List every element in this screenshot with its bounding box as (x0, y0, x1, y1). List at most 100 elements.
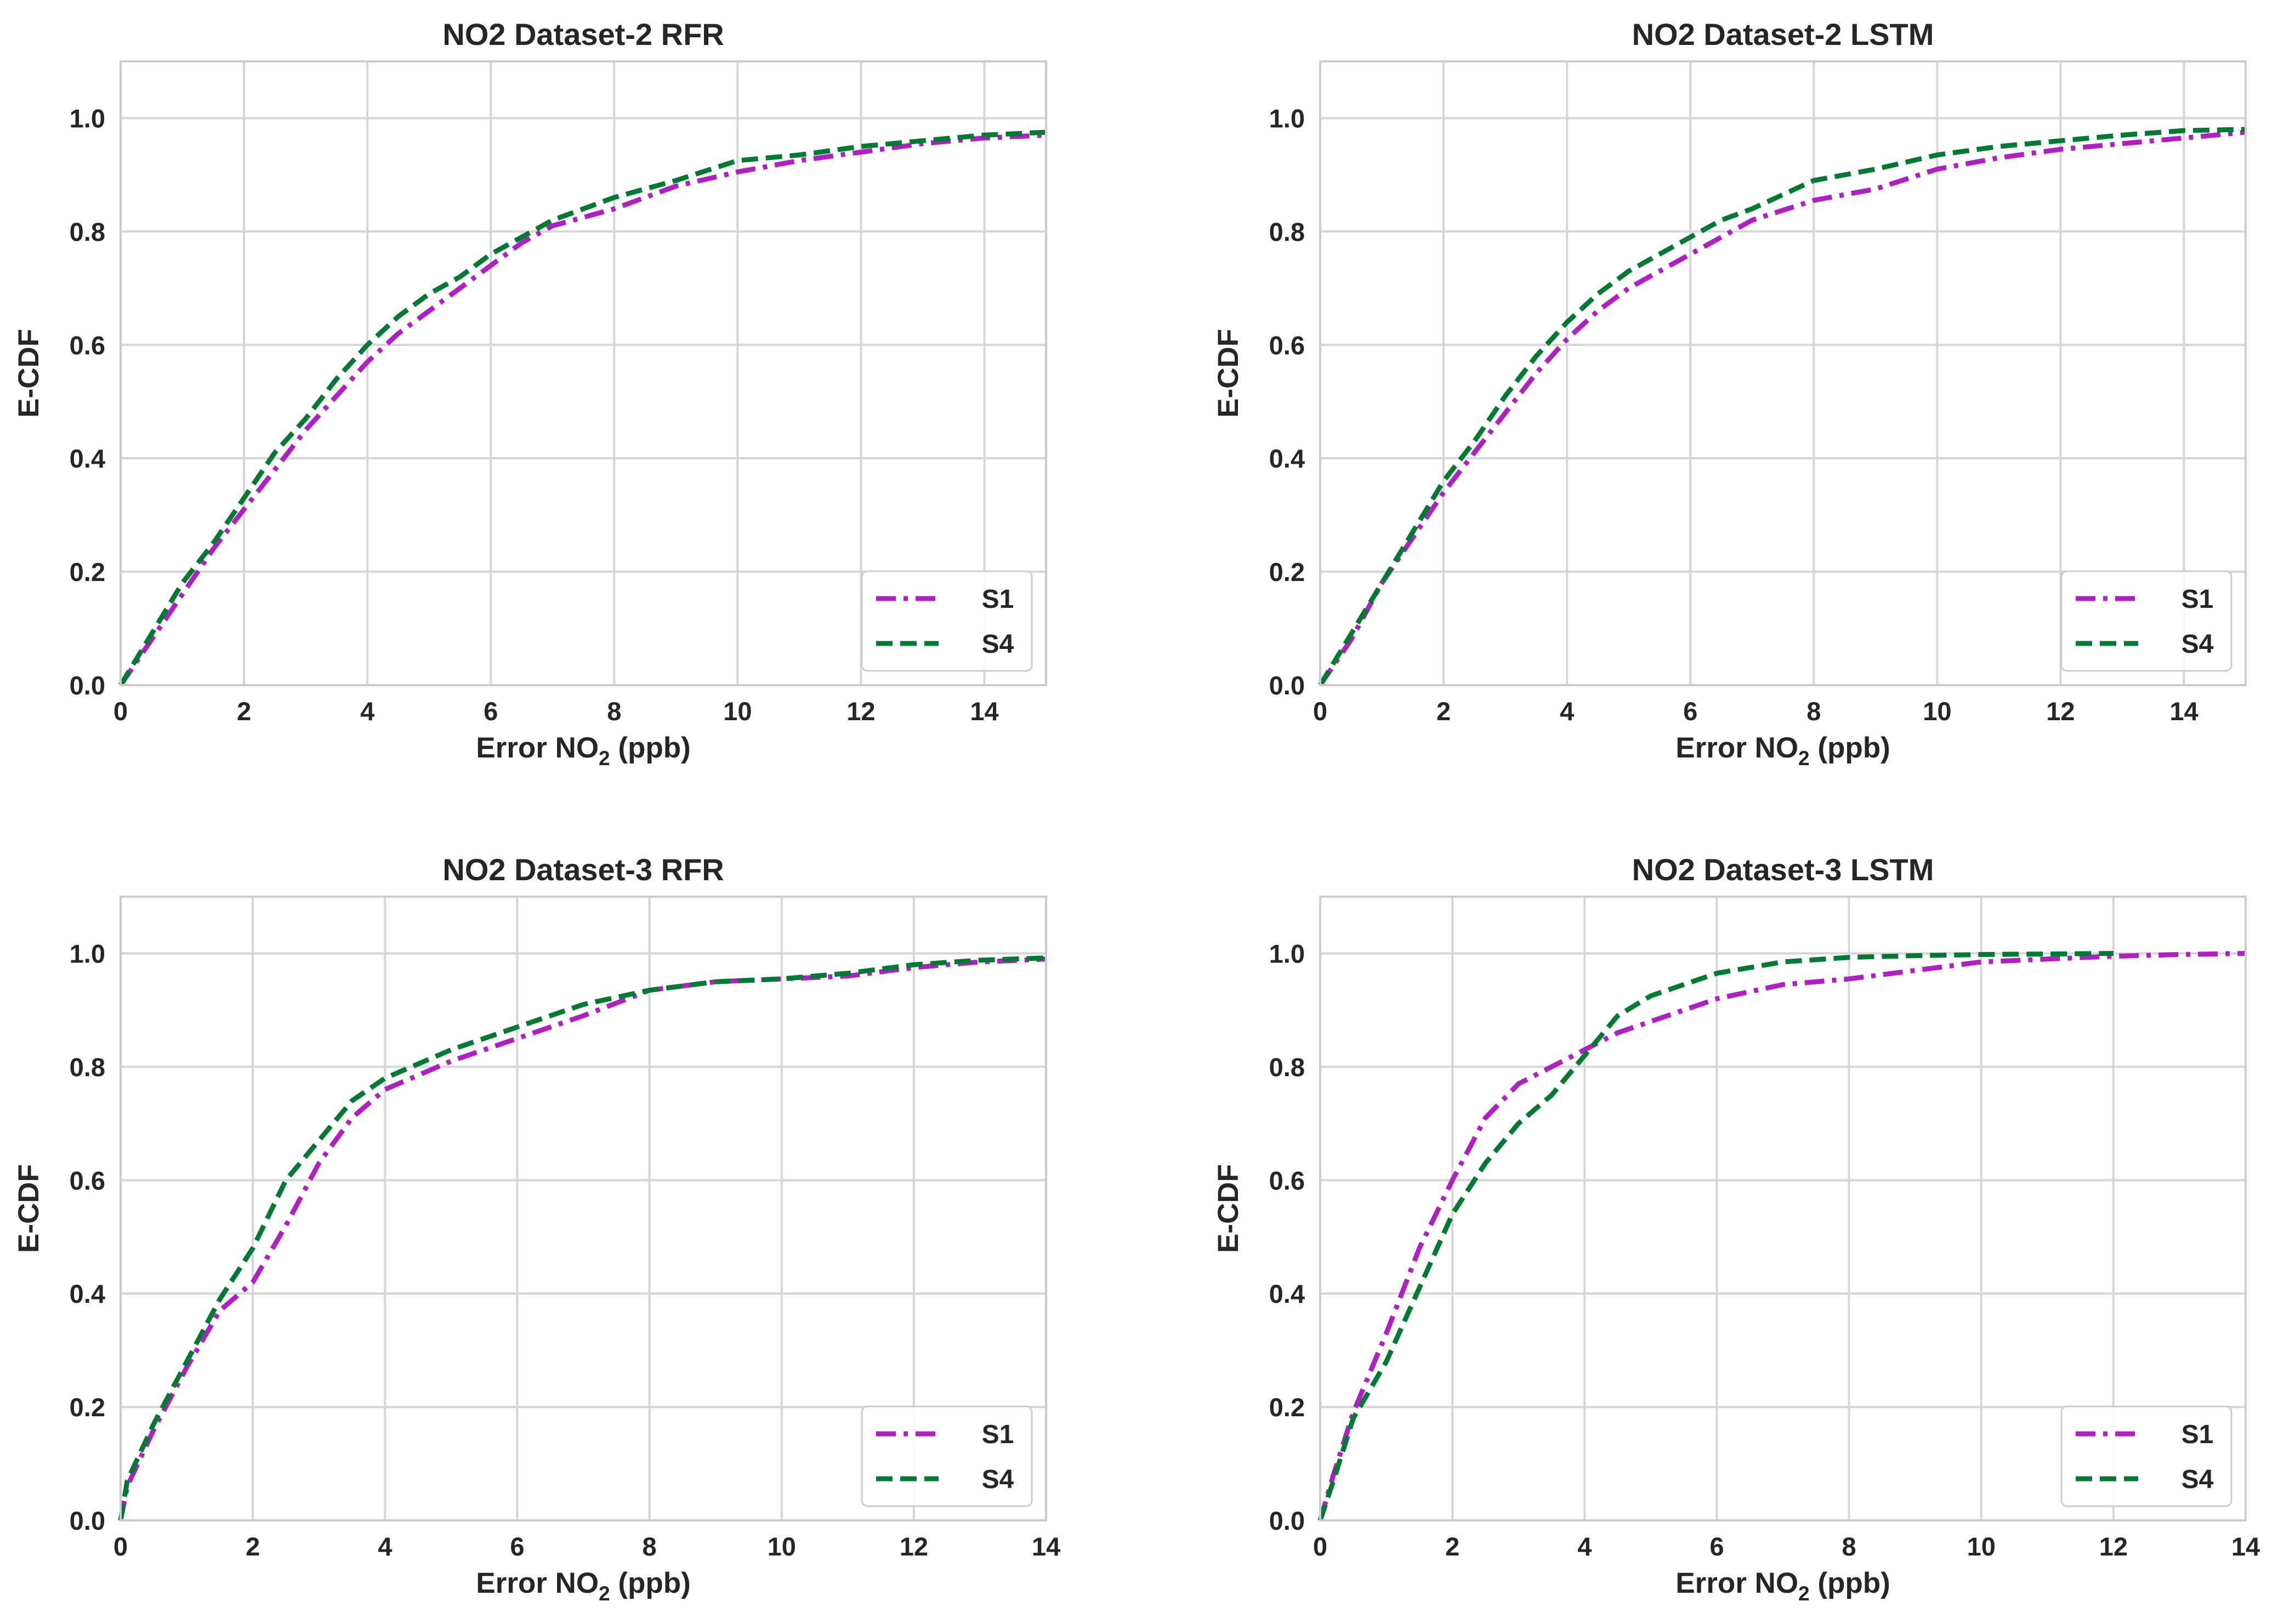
legend: S1 S4 (861, 570, 1033, 672)
y-tick-label: 0.4 (1269, 444, 1305, 473)
x-tick-label: 10 (1967, 1532, 1996, 1561)
y-tick-label: 0.2 (70, 557, 105, 586)
y-tick-label: 0.4 (1269, 1279, 1305, 1308)
x-axis-label-subscript: 2 (1798, 1582, 1810, 1605)
y-tick-label: 0.2 (70, 1393, 105, 1422)
x-tick-label: 14 (1032, 1532, 1060, 1561)
y-tick-label: 0.6 (1269, 1166, 1305, 1195)
series-line-s4 (1318, 127, 2246, 687)
y-axis-label: E-CDF (13, 1164, 45, 1253)
y-tick-label: 0.0 (1269, 671, 1305, 700)
x-axis-label-subscript: 2 (599, 1582, 610, 1605)
legend-label: S1 (2182, 585, 2214, 614)
plot-frame (120, 896, 1047, 1522)
x-axis-label-unit: (ppb) (1810, 732, 1890, 764)
legend: S1 S4 (2060, 1405, 2232, 1507)
y-tick-label: 0.8 (70, 1052, 105, 1081)
series-line-s4 (1317, 951, 2114, 1522)
x-tick-label: 4 (360, 697, 374, 726)
y-tick-label: 0.6 (70, 1166, 105, 1195)
x-axis-label-unit: (ppb) (610, 1567, 691, 1599)
x-axis-label-subscript: 2 (599, 747, 610, 770)
y-tick-label: 0.0 (70, 1506, 105, 1535)
chart-panel-3: 0 2 4 6 8 10 12 14 0.0 0.2 0.4 0.6 0.8 1.0 NO2 Dataset… (13, 852, 1060, 1605)
series-line-s4 (118, 955, 1047, 1521)
y-tick-label: 0.8 (1269, 217, 1305, 246)
legend-label: S4 (982, 1465, 1014, 1494)
y-axis-label: E-CDF (1212, 329, 1245, 418)
y-tick-label: 0.4 (70, 1279, 105, 1308)
chart-panel-2: 0 2 4 6 8 10 12 14 0.0 0.2 0.4 0.6 0.8 1.0 NO2 Dataset… (1212, 17, 2247, 770)
x-axis-label-subscript: 2 (1798, 747, 1810, 770)
x-tick-label: 0 (113, 1532, 128, 1561)
legend-label: S1 (2182, 1420, 2214, 1449)
x-tick-label: 14 (2231, 1532, 2260, 1561)
x-tick-label: 8 (643, 1532, 657, 1561)
chart-title: NO2 Dataset-2 RFR (442, 17, 724, 52)
chart-title: NO2 Dataset-2 LSTM (1632, 17, 1934, 52)
chart-panel-1: 0 2 4 6 8 10 12 14 0.0 0.2 0.4 0.6 0.8 1.0 NO2 Dataset… (13, 17, 1047, 770)
y-tick-label: 0.4 (70, 444, 105, 473)
x-axis-label: Error NO2 (ppb) (476, 1567, 691, 1605)
x-tick-label: 2 (246, 1532, 260, 1561)
y-tick-label: 0.0 (1269, 1506, 1305, 1535)
legend: S1 S4 (861, 1405, 1033, 1507)
series-line-s1 (1318, 129, 2246, 687)
y-tick-label: 0.6 (1269, 331, 1305, 360)
x-axis-label: Error NO2 (ppb) (476, 732, 691, 770)
y-tick-label: 0.2 (1269, 1393, 1305, 1422)
x-tick-label: 4 (1577, 1532, 1592, 1561)
x-axis-label: Error NO2 (ppb) (1675, 732, 1890, 770)
series-line-s1 (1317, 951, 2246, 1522)
x-tick-label: 4 (378, 1532, 392, 1561)
x-tick-label: 2 (1445, 1532, 1459, 1561)
y-axis-label: E-CDF (1212, 1164, 1245, 1253)
x-tick-label: 12 (900, 1532, 928, 1561)
x-tick-label: 14 (970, 697, 998, 726)
x-tick-label: 12 (2099, 1532, 2128, 1561)
x-tick-label: 6 (510, 1532, 524, 1561)
x-tick-label: 8 (1807, 697, 1821, 726)
chart-panel-4: 0 2 4 6 8 10 12 14 0.0 0.2 0.4 0.6 0.8 1.0 NO2 Dataset… (1212, 852, 2260, 1605)
x-tick-label: 8 (1842, 1532, 1856, 1561)
y-tick-label: 1.0 (70, 104, 105, 133)
x-tick-label: 10 (768, 1532, 796, 1561)
x-tick-label: 0 (1313, 697, 1327, 726)
x-tick-label: 2 (1436, 697, 1451, 726)
plot-frame (120, 60, 1047, 686)
legend: S1 S4 (2060, 570, 2232, 672)
x-axis-label-main: Error NO (476, 1567, 599, 1599)
series-line-s1 (118, 133, 1047, 687)
x-tick-label: 6 (1683, 697, 1697, 726)
y-tick-label: 0.0 (70, 671, 105, 700)
x-tick-label: 10 (1923, 697, 1951, 726)
y-tick-label: 0.2 (1269, 557, 1305, 586)
y-tick-label: 0.8 (70, 217, 105, 246)
y-tick-label: 0.6 (70, 331, 105, 360)
x-axis-label-main: Error NO (1675, 1567, 1798, 1599)
x-tick-label: 2 (237, 697, 251, 726)
y-tick-label: 1.0 (70, 939, 105, 968)
x-axis-label-unit: (ppb) (610, 732, 691, 764)
x-tick-label: 12 (2046, 697, 2075, 726)
x-axis-label-unit: (ppb) (1810, 1567, 1890, 1599)
legend-label: S1 (982, 585, 1014, 614)
x-tick-label: 10 (723, 697, 752, 726)
x-tick-label: 12 (847, 697, 875, 726)
x-tick-label: 6 (1709, 1532, 1724, 1561)
plot-frame (1319, 896, 2247, 1522)
x-tick-label: 14 (2169, 697, 2198, 726)
legend-label: S4 (982, 630, 1014, 659)
x-tick-label: 0 (1313, 1532, 1327, 1561)
y-tick-label: 1.0 (1269, 104, 1305, 133)
x-tick-label: 8 (607, 697, 621, 726)
chart-title: NO2 Dataset-3 LSTM (1632, 852, 1934, 887)
legend-label: S1 (982, 1420, 1014, 1449)
y-tick-label: 0.8 (1269, 1052, 1305, 1081)
plot-frame (1319, 60, 2247, 686)
x-axis-label: Error NO2 (ppb) (1675, 1567, 1890, 1605)
y-tick-label: 1.0 (1269, 939, 1305, 968)
x-tick-label: 4 (1560, 697, 1574, 726)
series-line-s4 (118, 129, 1047, 687)
